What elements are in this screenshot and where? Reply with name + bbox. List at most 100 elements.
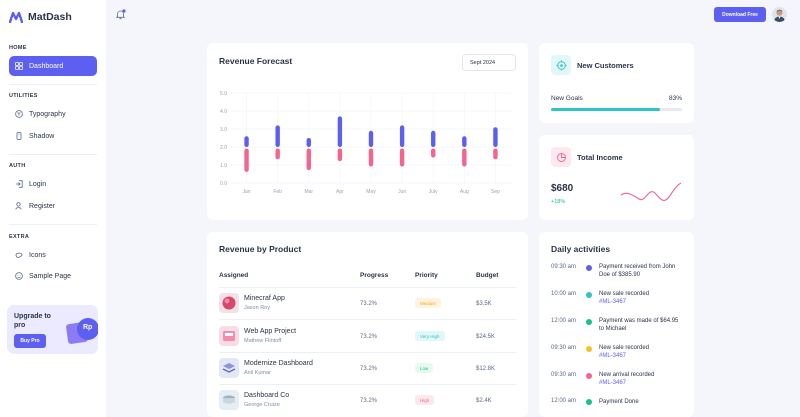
activity-dot [586, 346, 592, 352]
progress-value: 73.2% [360, 366, 378, 372]
activity-link[interactable]: #ML-3467 [599, 299, 627, 305]
priority-badge: High [415, 395, 435, 405]
divider [9, 224, 97, 225]
divider [219, 384, 516, 385]
budget-value: $2.4K [476, 398, 492, 404]
revenue-forecast-title: Revenue Forecast [219, 56, 293, 66]
activity-time: 09:30 am [551, 264, 577, 270]
total-income-icon-wrap [551, 147, 571, 167]
nav-section-utilities: UTILITIES [9, 93, 38, 99]
budget-value: $12.8K [476, 366, 496, 372]
typography-icon [15, 110, 23, 118]
avatar[interactable] [772, 7, 787, 22]
sidebar-item-label: Login [29, 180, 47, 188]
header-priority: Priority [415, 272, 438, 279]
user-avatar-icon [772, 7, 787, 22]
login-icon [15, 180, 23, 188]
activity-time: 12:00 am [551, 318, 577, 324]
product-owner: Jason Roy [244, 305, 270, 311]
dashboard-icon [15, 62, 23, 70]
activity-text: Payment Done [599, 399, 639, 405]
register-icon [15, 202, 23, 210]
priority-badge: Low [415, 363, 434, 373]
sidebar-item-dashboard[interactable]: Dashboard [9, 56, 97, 76]
budget-value: $3.5K [476, 301, 492, 307]
bar-series-2 [275, 148, 280, 160]
sample-page-icon [15, 272, 23, 280]
activity-link[interactable]: #ML-3467 [599, 380, 627, 386]
progress-value: 73.2% [360, 334, 378, 340]
promo-badge-text: Rp [83, 324, 93, 331]
sidebar-item-label: Register [29, 202, 56, 210]
total-income-delta: +18% [551, 199, 566, 205]
x-tick-label: May [366, 189, 376, 195]
activity-dot [586, 292, 592, 298]
sidebar-item-register[interactable]: Register [9, 196, 97, 216]
sidebar-item-login[interactable]: Login [9, 174, 97, 194]
activity-time: 09:30 am [551, 372, 577, 378]
bar-series-1 [306, 138, 311, 147]
download-free-button[interactable]: Download Free [714, 7, 766, 22]
buy-pro-button[interactable]: Buy Pro [14, 334, 46, 348]
budget-value: $24.5K [476, 334, 496, 340]
y-tick-label: 5.0 [220, 91, 227, 97]
divider [9, 84, 97, 85]
y-tick-label: 2.0 [220, 145, 227, 151]
activity-text: New sale recorded [599, 291, 650, 297]
divider [219, 319, 516, 320]
product-name: Dashboard Co [244, 392, 290, 399]
nav-section-auth: AUTH [9, 163, 26, 169]
total-income-value: $680 [551, 183, 574, 194]
sidebar-item-icons[interactable]: Icons [9, 245, 97, 265]
shadow-icon [15, 132, 23, 140]
bar-series-1 [368, 130, 374, 147]
new-customers-icon-wrap [551, 55, 571, 75]
product-image [219, 358, 239, 378]
bar-series-2 [368, 148, 374, 167]
total-income-card: Total Income $680 +18% [539, 135, 694, 220]
revenue-forecast-card: Revenue Forecast Sept 2024 5.0 4.0 3.0 2.0 1… [207, 43, 528, 220]
sidebar-item-typography[interactable]: Typography [9, 104, 97, 124]
bar-series-1 [244, 136, 249, 147]
period-select[interactable]: Sept 2024 [462, 54, 516, 71]
activity-dot [586, 373, 592, 379]
activity-time: 12:00 am [551, 398, 577, 404]
product-image [219, 293, 239, 313]
x-tick-label: July [429, 189, 438, 195]
header-budget: Budget [476, 272, 499, 279]
y-tick-label: 1.0 [220, 163, 227, 169]
x-tick-label: Aug [460, 189, 469, 195]
priority-badge: Very High [415, 331, 445, 341]
bar-series-2 [244, 148, 249, 172]
sidebar-item-shadow[interactable]: Shadow [9, 126, 97, 146]
sidebar-item-label: Typography [29, 110, 66, 118]
bar-series-2 [493, 148, 498, 160]
divider [219, 287, 516, 288]
bar-series-2 [431, 148, 436, 158]
crosshair-icon [556, 60, 566, 70]
nav-section-home: HOME [9, 45, 27, 51]
product-owner: Anil Kumar [244, 370, 271, 376]
daily-activities-card: Daily activities 09:30 am Payment receiv… [539, 232, 694, 417]
priority-badge: Medium [415, 298, 442, 308]
notification-bell-icon[interactable] [115, 9, 126, 20]
bar-series-1 [337, 116, 343, 147]
activity-dot [586, 399, 592, 405]
y-tick-label: 3.0 [220, 127, 227, 133]
logo[interactable]: MatDash [9, 10, 72, 24]
x-tick-label: Jan [243, 189, 251, 195]
upgrade-promo: Upgrade to pro Buy Pro Rp [7, 305, 98, 354]
product-owner: Mathew Flintoff [244, 338, 282, 344]
x-tick-label: Sep [491, 189, 500, 195]
product-image [219, 326, 239, 346]
y-tick-label: 0.0 [220, 181, 227, 187]
sidebar-item-sample-page[interactable]: Sample Page [9, 266, 97, 286]
new-customers-card: New Customers New Goals 83% [539, 43, 694, 123]
bar-series-1 [493, 127, 498, 147]
goal-label: New Goals [551, 95, 583, 102]
activity-link[interactable]: #ML-3467 [599, 353, 627, 359]
revenue-forecast-chart: 5.0 4.0 3.0 2.0 1.0 0.0 Jan Feb Mar Apr May Jun July… [220, 91, 511, 195]
bar-series-2 [306, 148, 311, 171]
bar-series-2 [462, 148, 467, 167]
header-assigned: Assigned [219, 272, 249, 279]
